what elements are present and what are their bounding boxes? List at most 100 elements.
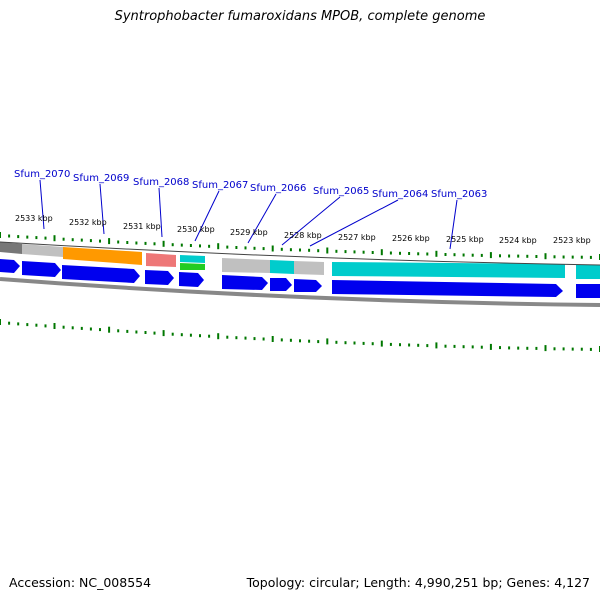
cds-arrow[interactable] (576, 284, 600, 298)
minor-tick (499, 254, 501, 258)
minor-tick (289, 248, 292, 252)
gene-label[interactable]: Sfum_2063 (431, 189, 487, 200)
leader-line (158, 187, 163, 238)
minor-tick (580, 255, 583, 259)
minor-tick (408, 252, 411, 255)
minor-tick (335, 340, 338, 344)
minor-tick (35, 236, 38, 240)
major-tick (326, 247, 329, 254)
minor-tick (199, 334, 201, 338)
minor-tick (362, 250, 365, 254)
pathway-segment[interactable] (180, 255, 205, 263)
cds-arrow[interactable] (179, 272, 204, 287)
minor-tick (389, 251, 392, 255)
cds-arrow[interactable] (222, 275, 268, 290)
outer-tick-ring (0, 232, 600, 260)
gene-label[interactable]: Sfum_2068 (133, 177, 189, 188)
minor-tick (471, 253, 474, 257)
minor-tick (71, 326, 74, 330)
pathway-segment[interactable] (180, 263, 205, 270)
gene-label[interactable]: Sfum_2070 (14, 169, 70, 180)
accession-text: Accession: NC_008554 (9, 575, 152, 590)
major-tick (0, 232, 1, 238)
major-tick (380, 340, 383, 347)
major-tick (435, 250, 438, 257)
minor-tick (353, 341, 356, 345)
minor-tick (89, 327, 92, 331)
minor-tick (562, 255, 565, 259)
leader-line (39, 179, 45, 230)
cds-arrow[interactable] (62, 265, 140, 283)
cds-arrow[interactable] (332, 280, 563, 297)
major-tick (53, 323, 56, 329)
gene-label[interactable]: Sfum_2069 (73, 173, 129, 184)
kbp-label: 2529 kbp (230, 228, 268, 237)
gene-label[interactable]: Sfum_2064 (372, 189, 428, 200)
minor-tick (408, 343, 411, 347)
pathway-segment[interactable] (0, 242, 22, 254)
minor-tick (471, 345, 474, 349)
minor-tick (26, 323, 29, 327)
backbone-arc (0, 277, 600, 307)
minor-tick (280, 247, 283, 251)
leader-line (194, 190, 220, 242)
cds-arrow[interactable] (270, 278, 292, 291)
pathway-segment[interactable] (332, 262, 565, 278)
leader-line (247, 193, 277, 244)
minor-tick (317, 249, 320, 253)
minor-tick (535, 346, 538, 350)
pathway-segment[interactable] (63, 247, 142, 265)
minor-tick (44, 236, 47, 240)
leader-line (449, 199, 458, 250)
minor-tick (571, 255, 574, 259)
pathway-band (0, 241, 600, 279)
pathway-segment[interactable] (146, 253, 176, 267)
minor-tick (344, 250, 347, 254)
minor-tick (399, 343, 401, 347)
minor-tick (226, 335, 229, 339)
minor-tick (589, 347, 592, 351)
pathway-segment[interactable] (576, 265, 600, 279)
genome-summary-text: Topology: circular; Length: 4,990,251 bp… (246, 575, 590, 590)
gene-label[interactable]: Sfum_2066 (250, 183, 306, 194)
kbp-label: 2531 kbp (123, 222, 161, 231)
minor-tick (335, 249, 338, 253)
pathway-segment[interactable] (270, 260, 294, 274)
minor-tick (17, 235, 20, 239)
major-tick (217, 333, 220, 340)
minor-tick (280, 338, 283, 342)
minor-tick (553, 347, 556, 351)
major-tick (108, 238, 111, 245)
pathway-segment[interactable] (294, 261, 324, 275)
gene-label[interactable]: Sfum_2067 (192, 180, 248, 191)
major-tick (326, 338, 329, 345)
minor-tick (580, 347, 583, 351)
label-leaders (39, 179, 458, 250)
cds-arrow[interactable] (0, 259, 20, 273)
minor-tick (426, 252, 429, 256)
major-tick (489, 343, 492, 350)
minor-tick (126, 329, 129, 333)
gene-label[interactable]: Sfum_2065 (313, 186, 369, 197)
cds-arrow[interactable] (294, 279, 322, 292)
kbp-labels: 2533 kbp 2532 kbp 2531 kbp 2530 kbp 2529… (15, 214, 591, 245)
minor-tick (480, 345, 483, 349)
minor-tick (17, 322, 20, 326)
kbp-label: 2524 kbp (499, 236, 537, 245)
minor-tick (208, 334, 211, 338)
minor-tick (99, 239, 101, 243)
minor-tick (453, 344, 456, 348)
minor-tick (244, 246, 247, 250)
minor-tick (444, 344, 447, 348)
major-tick (380, 249, 383, 256)
pathway-segment[interactable] (22, 244, 63, 257)
minor-tick (135, 241, 138, 245)
cds-arrow[interactable] (22, 261, 61, 277)
inner-tick-ring (0, 319, 600, 352)
minor-tick (562, 347, 565, 351)
minor-tick (117, 329, 120, 333)
minor-tick (499, 346, 501, 350)
cds-arrow[interactable] (145, 270, 174, 285)
pathway-segment[interactable] (222, 258, 270, 273)
minor-tick (571, 347, 574, 351)
